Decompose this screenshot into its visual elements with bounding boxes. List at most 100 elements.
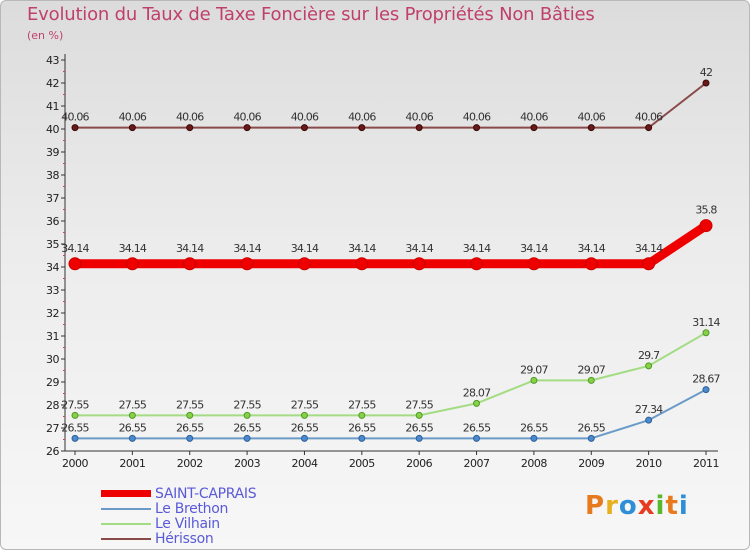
x-tick-label: 2007 <box>464 457 490 470</box>
data-label: 34.14 <box>119 242 147 255</box>
data-point <box>699 219 713 233</box>
data-point <box>358 434 366 442</box>
data-point <box>128 411 136 419</box>
data-label: 42 <box>700 66 712 79</box>
legend-swatch <box>101 490 151 497</box>
legend-label: Le Vilhain <box>155 516 220 532</box>
x-tick-label: 2009 <box>578 457 604 470</box>
data-label: 28.67 <box>692 373 720 386</box>
data-label: 40.06 <box>233 111 261 124</box>
series-le-vilhain: 27.55 27.55 27.55 27.55 27.55 27.55 27.55 28.07… <box>61 316 721 419</box>
data-label: 40.06 <box>119 111 147 124</box>
y-tick-label: 43 <box>46 54 59 67</box>
y-tick-label: 41 <box>46 100 59 113</box>
y-tick-label: 35 <box>46 238 59 251</box>
data-label: 34.14 <box>176 242 204 255</box>
data-label: 40.06 <box>635 111 663 124</box>
data-label: 26.55 <box>176 421 204 434</box>
y-tick-label: 33 <box>46 284 59 297</box>
y-tick-label: 37 <box>46 192 59 205</box>
series-line <box>74 331 707 417</box>
data-point <box>358 124 366 132</box>
series-line <box>70 221 711 269</box>
data-point <box>415 434 423 442</box>
data-label: 34.14 <box>348 242 376 255</box>
data-label: 26.55 <box>61 421 89 434</box>
data-point <box>473 124 481 132</box>
data-point <box>645 416 653 424</box>
data-label: 34.14 <box>520 242 548 255</box>
data-point <box>183 257 197 271</box>
x-tick-label: 2011 <box>693 457 719 470</box>
data-label: 27.34 <box>635 403 663 416</box>
data-label: 40.06 <box>176 111 204 124</box>
y-tick-label: 40 <box>46 123 59 136</box>
data-point <box>642 257 656 271</box>
data-point <box>587 376 595 384</box>
proxiti-logo: Proxiti <box>585 491 689 521</box>
data-point <box>243 434 251 442</box>
legend-label: Hérisson <box>155 531 214 547</box>
data-point <box>300 411 308 419</box>
data-point <box>473 399 481 407</box>
legend-swatch <box>101 523 151 525</box>
data-point <box>186 434 194 442</box>
series-le-brethon: 26.55 26.55 26.55 26.55 26.55 26.55 26.55 26.55… <box>61 373 721 442</box>
y-tick-label: 30 <box>46 353 59 366</box>
y-tick-label: 28 <box>46 399 59 412</box>
data-point <box>297 257 311 271</box>
data-label: 26.55 <box>463 421 491 434</box>
y-tick-label: 26 <box>46 445 59 458</box>
data-point <box>128 124 136 132</box>
data-label: 27.55 <box>233 398 261 411</box>
data-point <box>71 411 79 419</box>
chart-title: Evolution du Taux de Taxe Foncière sur l… <box>27 4 595 25</box>
data-label: 40.06 <box>578 111 606 124</box>
y-tick-label: 36 <box>46 215 59 228</box>
data-point <box>243 411 251 419</box>
legend-label: SAINT-CAPRAIS <box>155 486 257 502</box>
y-tick-label: 32 <box>46 307 59 320</box>
data-point <box>527 257 541 271</box>
data-label: 28.07 <box>463 386 491 399</box>
data-label: 26.55 <box>291 421 319 434</box>
series-line <box>74 82 707 129</box>
data-point <box>71 434 79 442</box>
data-point <box>186 124 194 132</box>
x-tick-label: 2000 <box>62 457 88 470</box>
data-label: 27.55 <box>119 398 147 411</box>
data-point <box>530 124 538 132</box>
y-tick-label: 27 <box>46 422 59 435</box>
x-tick-label: 2008 <box>521 457 547 470</box>
series-line <box>74 388 707 440</box>
data-point <box>412 257 426 271</box>
data-label: 27.55 <box>405 398 433 411</box>
data-label: 29.7 <box>638 349 660 362</box>
data-point <box>300 434 308 442</box>
data-label: 34.14 <box>291 242 319 255</box>
data-label: 40.06 <box>291 111 319 124</box>
data-label: 40.06 <box>61 111 89 124</box>
x-tick-label: 2006 <box>406 457 432 470</box>
data-label: 27.55 <box>61 398 89 411</box>
y-tick-label: 39 <box>46 146 59 159</box>
x-tick-label: 2004 <box>291 457 317 470</box>
data-label: 26.55 <box>405 421 433 434</box>
data-label: 40.06 <box>463 111 491 124</box>
data-point <box>415 124 423 132</box>
y-tick-label: 42 <box>46 77 59 90</box>
legend-label: Le Brethon <box>155 501 229 517</box>
data-point <box>702 386 710 394</box>
x-tick-label: 2002 <box>177 457 203 470</box>
y-tick-label: 29 <box>46 376 59 389</box>
x-tick-label: 2005 <box>349 457 375 470</box>
data-label: 27.55 <box>348 398 376 411</box>
data-label: 26.55 <box>348 421 376 434</box>
data-label: 27.55 <box>291 398 319 411</box>
data-point <box>530 434 538 442</box>
data-point <box>530 376 538 384</box>
data-point <box>68 257 82 271</box>
series-h-risson: 40.06 40.06 40.06 40.06 40.06 40.06 40.06 40.06… <box>61 66 713 132</box>
